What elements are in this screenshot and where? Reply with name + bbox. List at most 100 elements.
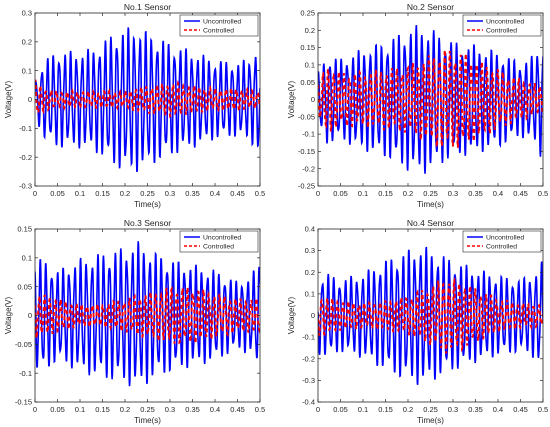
y-tick-label: 0 xyxy=(28,311,32,320)
legend-controlled-label: Controlled xyxy=(486,244,517,251)
y-tick-label: 0.3 xyxy=(22,9,32,18)
y-tick-label: -0.25 xyxy=(298,182,315,191)
controlled-series-line xyxy=(35,285,260,345)
controlled-series-line xyxy=(35,79,260,118)
legend-uncontrolled-label: Uncontrolled xyxy=(486,235,524,242)
x-tick-label: 0.05 xyxy=(50,189,65,198)
y-tick-label: 0.15 xyxy=(17,225,32,234)
y-tick-label: 0 xyxy=(311,95,315,104)
uncontrolled-series-line xyxy=(35,241,260,387)
y-tick-label: 0.05 xyxy=(300,78,315,87)
x-tick-label: 0.15 xyxy=(378,189,393,198)
x-tick-label: 0.3 xyxy=(448,405,458,414)
x-tick-label: 0.2 xyxy=(120,405,130,414)
x-tick-label: 0.25 xyxy=(140,405,155,414)
x-tick-label: 0.45 xyxy=(230,189,245,198)
x-tick-label: 0.2 xyxy=(403,189,413,198)
x-tick-label: 0.5 xyxy=(538,189,548,198)
x-tick-label: 0.5 xyxy=(255,189,265,198)
y-tick-label: 0.3 xyxy=(305,246,315,255)
x-tick-label: 0.25 xyxy=(423,189,438,198)
legend-controlled-label: Controlled xyxy=(486,28,517,35)
y-tick-label: 0.1 xyxy=(22,66,32,75)
sensor-chart-1: 0 0.05 0.1 0.15 0.2 0.25 0.3 0.35 0.4 0.45 0.5 -0.3… xyxy=(4,2,265,209)
y-tick-label: -0.1 xyxy=(302,333,315,342)
legend-uncontrolled-label: Uncontrolled xyxy=(203,19,241,26)
legend: Uncontrolled Controlled xyxy=(179,14,259,37)
x-axis-label: Time(s) xyxy=(134,200,161,209)
x-tick-label: 0.25 xyxy=(140,189,155,198)
x-tick-label: 0.3 xyxy=(448,189,458,198)
y-tick-label: -0.3 xyxy=(302,376,315,385)
legend: Uncontrolled Controlled xyxy=(179,230,259,253)
legend: Uncontrolled Controlled xyxy=(462,14,542,37)
y-tick-label: -0.4 xyxy=(302,398,315,407)
x-tick-label: 0.5 xyxy=(538,405,548,414)
chart-title: No.1 Sensor xyxy=(124,2,171,12)
y-tick-label: -0.05 xyxy=(15,340,32,349)
y-axis-label: Voltage(V) xyxy=(287,296,296,334)
legend: Uncontrolled Controlled xyxy=(462,230,542,253)
x-axis-label: Time(s) xyxy=(417,416,444,425)
sensor-chart-3: 0 0.05 0.1 0.15 0.2 0.25 0.3 0.35 0.4 0.45 0.5 -0.1… xyxy=(4,218,265,425)
x-tick-label: 0.3 xyxy=(165,189,175,198)
y-tick-label: 0.2 xyxy=(305,26,315,35)
y-tick-label: 0 xyxy=(311,311,315,320)
x-tick-label: 0.05 xyxy=(50,405,65,414)
x-tick-label: 0.15 xyxy=(95,405,110,414)
y-axis-label: Voltage(V) xyxy=(4,80,13,118)
controlled-series-line xyxy=(318,276,543,354)
y-tick-label: 0.1 xyxy=(305,289,315,298)
y-tick-label: 0.2 xyxy=(305,268,315,277)
x-tick-label: 0 xyxy=(316,189,320,198)
legend-controlled-label: Controlled xyxy=(203,244,234,251)
legend-controlled-label: Controlled xyxy=(203,28,234,35)
x-tick-label: 0.4 xyxy=(210,189,220,198)
y-tick-label: 0.2 xyxy=(22,37,32,46)
y-axis-label: Voltage(V) xyxy=(287,80,296,118)
y-tick-label: -0.3 xyxy=(19,182,32,191)
x-tick-label: 0.25 xyxy=(423,405,438,414)
y-tick-label: -0.2 xyxy=(302,354,315,363)
chart-title: No.2 Sensor xyxy=(407,2,454,12)
x-tick-label: 0 xyxy=(33,189,37,198)
legend-uncontrolled-label: Uncontrolled xyxy=(203,235,241,242)
x-tick-label: 0.3 xyxy=(165,405,175,414)
x-tick-label: 0.2 xyxy=(403,405,413,414)
x-tick-label: 0.05 xyxy=(333,189,348,198)
x-tick-label: 0.4 xyxy=(493,405,503,414)
chart-title: No.3 Sensor xyxy=(124,218,171,228)
x-tick-label: 0.2 xyxy=(120,189,130,198)
y-tick-label: -0.2 xyxy=(19,153,32,162)
x-tick-label: 0.15 xyxy=(95,189,110,198)
x-tick-label: 0.5 xyxy=(255,405,265,414)
sensor-chart-4: 0 0.05 0.1 0.15 0.2 0.25 0.3 0.35 0.4 0.45 0.5 -0.4… xyxy=(287,218,548,425)
x-axis-label: Time(s) xyxy=(134,416,161,425)
x-tick-label: 0.35 xyxy=(468,189,483,198)
y-tick-label: 0.25 xyxy=(300,9,315,18)
x-tick-label: 0.4 xyxy=(210,405,220,414)
sensor-chart-2: 0 0.05 0.1 0.15 0.2 0.25 0.3 0.35 0.4 0.45 0.5 -0.2… xyxy=(287,2,548,209)
y-tick-label: -0.15 xyxy=(15,398,32,407)
x-tick-label: 0 xyxy=(33,405,37,414)
x-tick-label: 0.35 xyxy=(185,189,200,198)
x-tick-label: 0.05 xyxy=(333,405,348,414)
x-tick-label: 0.4 xyxy=(493,189,503,198)
legend-uncontrolled-label: Uncontrolled xyxy=(486,19,524,26)
uncontrolled-series-line xyxy=(35,27,260,173)
x-tick-label: 0.15 xyxy=(378,405,393,414)
x-tick-label: 0 xyxy=(316,405,320,414)
y-axis-label: Voltage(V) xyxy=(4,296,13,334)
x-axis-label: Time(s) xyxy=(417,200,444,209)
y-tick-label: -0.15 xyxy=(298,147,315,156)
x-tick-label: 0.45 xyxy=(230,405,245,414)
y-tick-label: 0.4 xyxy=(305,225,315,234)
x-tick-label: 0.1 xyxy=(75,189,85,198)
y-tick-label: -0.2 xyxy=(302,164,315,173)
y-tick-label: -0.1 xyxy=(19,124,32,133)
y-tick-label: 0.15 xyxy=(300,43,315,52)
x-tick-label: 0.1 xyxy=(358,189,368,198)
y-tick-label: -0.1 xyxy=(19,369,32,378)
x-tick-label: 0.35 xyxy=(185,405,200,414)
x-tick-label: 0.45 xyxy=(513,405,528,414)
